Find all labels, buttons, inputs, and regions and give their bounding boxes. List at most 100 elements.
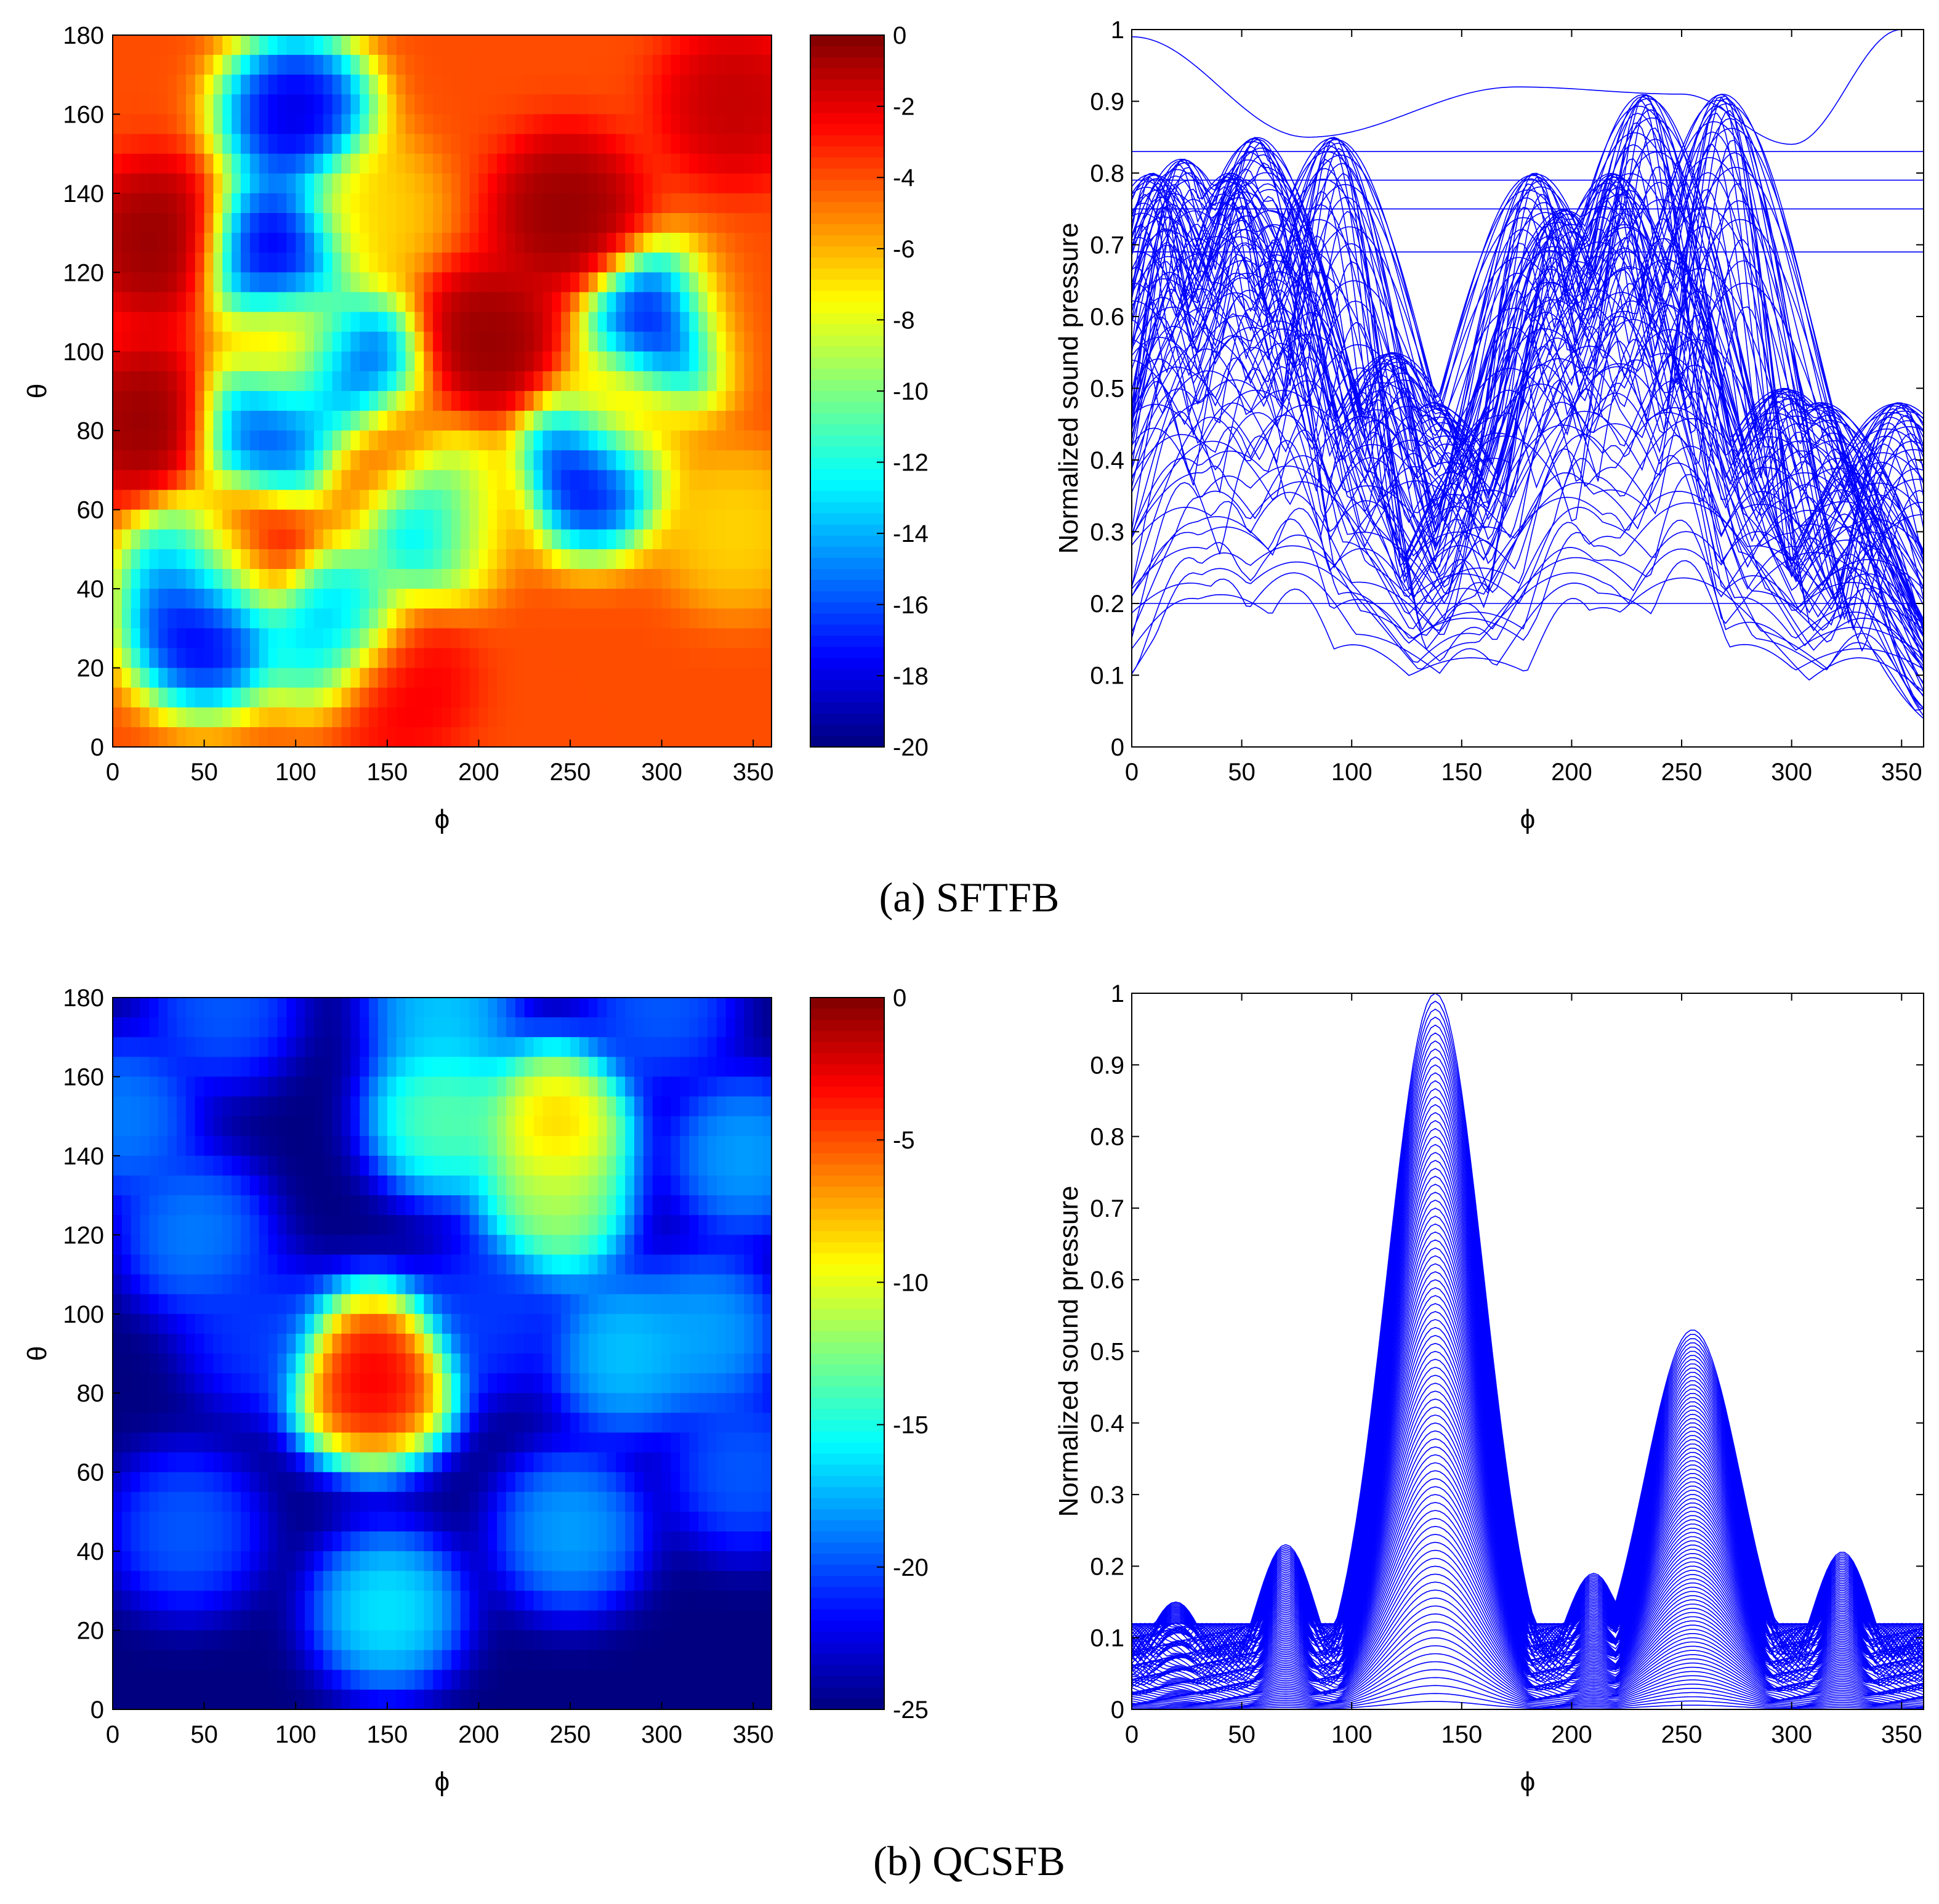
heatmap-cell	[607, 1491, 616, 1512]
heatmap-cell	[698, 608, 708, 629]
heatmap-cell	[341, 430, 351, 451]
heatmap-cell	[277, 114, 287, 135]
heatmap-cell	[725, 94, 736, 115]
heatmap-cell	[113, 648, 123, 669]
heatmap-cell	[121, 391, 132, 411]
heatmap-cell	[588, 331, 599, 352]
heatmap-cell	[424, 173, 433, 194]
heatmap-cell	[167, 272, 177, 293]
heatmap-cell	[652, 1195, 663, 1216]
heatmap-cell	[524, 1136, 534, 1156]
heatmap-cell	[204, 391, 214, 411]
heatmap-cell	[469, 75, 480, 95]
heatmap-cell	[232, 1037, 241, 1057]
heatmap-cell	[140, 1294, 150, 1315]
heatmap-cell	[488, 668, 498, 688]
heatmap-cell	[698, 509, 708, 530]
heatmap-cell	[762, 1452, 772, 1473]
heatmap-cell	[360, 351, 369, 372]
heatmap-cell	[680, 490, 690, 510]
heatmap-cell	[533, 1254, 544, 1275]
heatmap-cell	[414, 35, 424, 55]
heatmap-cell	[671, 569, 680, 589]
heatmap-cell	[113, 509, 123, 530]
heatmap-cell	[377, 509, 388, 530]
heatmap-cell	[433, 1017, 443, 1038]
heatmap-cell	[524, 1413, 534, 1434]
heatmap-cell	[515, 727, 525, 748]
heatmap-cell	[405, 608, 416, 629]
heatmap-cell	[707, 371, 717, 392]
heatmap-cell	[552, 252, 562, 273]
heatmap-cell	[661, 75, 672, 95]
heatmap-cell	[377, 1195, 388, 1216]
heatmap-cell	[296, 1551, 305, 1571]
heatmap-cell	[744, 331, 754, 352]
heatmap-cell	[634, 1333, 644, 1354]
heatmap-cell	[332, 1057, 342, 1078]
heatmap-cell	[579, 1116, 589, 1137]
heatmap-cell	[744, 213, 754, 233]
heatmap-cell	[332, 687, 342, 708]
heatmap-cell	[140, 1176, 150, 1196]
heatmap-cell	[259, 1215, 269, 1235]
heatmap-cell	[341, 1393, 351, 1413]
heatmap-cell	[305, 233, 315, 253]
heatmap-cell	[131, 1096, 141, 1117]
heatmap-cell	[515, 1274, 525, 1295]
heatmap-cell	[113, 1432, 123, 1453]
heatmap-cell	[561, 411, 571, 431]
heatmap-cell	[597, 1491, 608, 1512]
heatmap-cell	[488, 648, 498, 669]
heatmap-cell	[579, 1313, 589, 1334]
heatmap-cell	[350, 1254, 360, 1275]
heatmap-cell	[689, 1235, 699, 1256]
heatmap-cell	[579, 1176, 589, 1196]
heatmap-cell	[698, 312, 708, 333]
heatmap-cell	[634, 1294, 644, 1315]
heatmap-cell	[469, 1491, 480, 1512]
heatmap-cell	[369, 312, 379, 333]
heatmap-cell	[232, 569, 241, 589]
heatmap-cell	[313, 450, 324, 471]
heatmap-cell	[671, 1057, 680, 1078]
heatmap-cell	[185, 1235, 196, 1256]
heatmap-cell	[241, 1432, 251, 1453]
heatmap-cell	[414, 1551, 424, 1571]
heatmap-cell	[277, 35, 287, 55]
heatmap-cell	[350, 1136, 360, 1156]
heatmap-cell	[249, 1254, 260, 1275]
heatmap-cell	[232, 272, 241, 293]
heatmap-cell	[616, 391, 626, 411]
heatmap-cell	[588, 1136, 599, 1156]
heatmap-cell	[241, 1452, 251, 1473]
heatmap-cell	[625, 1313, 635, 1334]
heatmap-cell	[131, 707, 141, 728]
heatmap-cell	[616, 134, 626, 155]
heatmap-cell	[680, 233, 690, 253]
heatmap-cell	[286, 1531, 296, 1552]
heatmap-cell	[707, 1254, 717, 1275]
heatmap-cell	[433, 94, 443, 115]
heatmap-cell	[185, 727, 196, 748]
heatmap-cell	[643, 430, 653, 451]
heatmap-cell	[195, 1511, 205, 1532]
heatmap-cell	[405, 648, 416, 669]
heatmap-cell	[213, 1037, 223, 1057]
heatmap-cell	[259, 1353, 269, 1374]
heatmap-cell	[762, 1313, 772, 1334]
heatmap-cell	[689, 55, 699, 75]
y-tick-label: 140	[63, 180, 104, 208]
heatmap-cell	[167, 134, 177, 155]
series-line	[1132, 445, 1924, 692]
heatmap-cell	[396, 94, 406, 115]
heatmap-cell	[396, 252, 406, 273]
heatmap-cell	[387, 1176, 397, 1196]
heatmap-cell	[542, 1176, 552, 1196]
heatmap-cell	[570, 213, 580, 233]
heatmap-cell	[213, 1511, 223, 1532]
heatmap-cell	[725, 1373, 736, 1394]
heatmap-cell	[305, 272, 315, 293]
heatmap-cell	[506, 292, 516, 313]
heatmap-cell	[213, 1333, 223, 1354]
